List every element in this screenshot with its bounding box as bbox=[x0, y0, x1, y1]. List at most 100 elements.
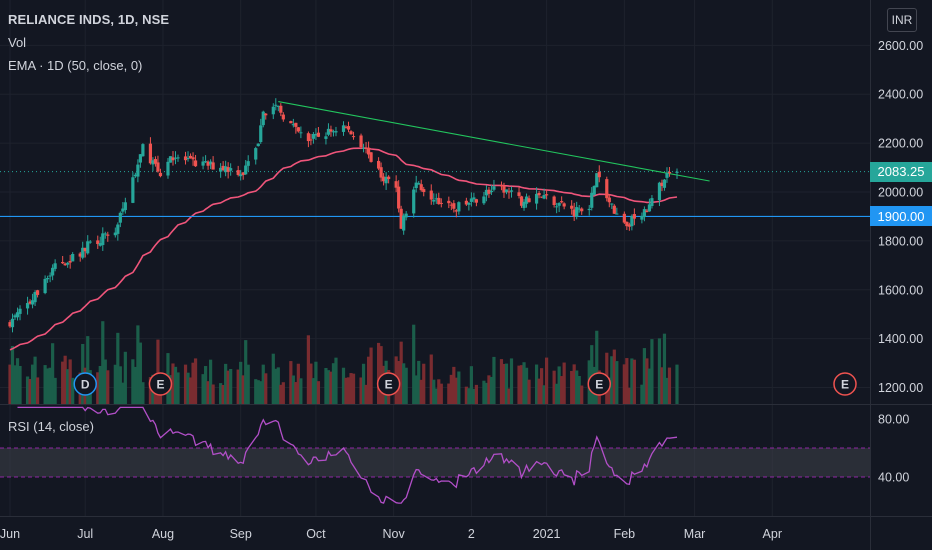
candle-body bbox=[595, 173, 599, 188]
volume-bar bbox=[344, 377, 348, 404]
candle-body bbox=[467, 202, 471, 205]
rsi-line bbox=[17, 406, 678, 504]
volume-bar bbox=[414, 375, 418, 404]
volume-bar bbox=[331, 363, 336, 404]
candle-body bbox=[577, 208, 581, 210]
volume-bar bbox=[259, 381, 263, 404]
volume-bar bbox=[229, 368, 233, 404]
volume-bar bbox=[153, 386, 158, 404]
price-axis-tick-label: 2000.00 bbox=[878, 186, 923, 200]
time-axis-tick-label: Nov bbox=[383, 527, 406, 541]
candle-body bbox=[622, 213, 626, 223]
volume-bar bbox=[246, 364, 250, 404]
volume-bar bbox=[625, 358, 629, 404]
volume-bar bbox=[627, 387, 631, 404]
volume-bar bbox=[341, 367, 346, 404]
volume-bar bbox=[276, 367, 280, 404]
rsi-legend: RSI (14, close) bbox=[8, 419, 94, 434]
candle-body bbox=[399, 208, 403, 229]
volume-bar bbox=[96, 372, 100, 404]
candle-body bbox=[246, 161, 250, 166]
candle-body bbox=[484, 189, 489, 196]
last-price-tag: 2083.25 bbox=[870, 161, 932, 182]
volume-bar bbox=[657, 338, 662, 404]
earnings-event-marker[interactable] bbox=[833, 372, 857, 396]
candle-body bbox=[296, 127, 300, 132]
volume-bar bbox=[667, 367, 672, 404]
candle-body bbox=[524, 196, 529, 204]
dividend-event-marker[interactable] bbox=[73, 372, 97, 396]
candle-body bbox=[552, 196, 556, 206]
candle-body bbox=[141, 144, 145, 157]
volume-bar bbox=[537, 378, 541, 404]
volume-bar bbox=[595, 330, 599, 404]
trendline-drawing[interactable] bbox=[278, 101, 710, 182]
candle-body bbox=[10, 318, 15, 328]
candle-body bbox=[412, 189, 416, 214]
candle-body bbox=[434, 198, 438, 200]
currency-button[interactable]: INR bbox=[887, 8, 917, 32]
candle-body bbox=[472, 197, 476, 200]
earnings-event-marker[interactable] bbox=[148, 372, 173, 396]
candle-body bbox=[239, 174, 243, 177]
time-axis-tick-label: Sep bbox=[230, 527, 252, 541]
candle-body bbox=[464, 200, 468, 205]
rsi-axis-tick-label: 80.00 bbox=[878, 413, 909, 427]
candle-body bbox=[439, 202, 443, 204]
price-axis-tick-label: 1200.00 bbox=[878, 381, 923, 395]
candle-body bbox=[344, 126, 348, 128]
candle-body bbox=[625, 221, 629, 227]
volume-bar bbox=[118, 366, 122, 404]
candle-body bbox=[224, 166, 228, 173]
volume-bar bbox=[484, 382, 489, 404]
volume-bar bbox=[311, 378, 316, 404]
candle-body bbox=[30, 300, 35, 305]
volume-bar bbox=[138, 342, 142, 404]
candle-body bbox=[261, 111, 265, 126]
volume-bar bbox=[434, 388, 438, 404]
time-axis-tick-label: Oct bbox=[306, 527, 326, 541]
volume-bar bbox=[51, 343, 55, 404]
earnings-event-marker[interactable] bbox=[587, 372, 612, 396]
earnings-event-letter: E bbox=[841, 378, 849, 392]
volume-bar bbox=[274, 368, 278, 404]
volume-bar bbox=[261, 364, 265, 404]
candle-body bbox=[504, 189, 509, 193]
candle-body bbox=[414, 182, 418, 189]
candle-body bbox=[499, 185, 504, 187]
candle-body bbox=[454, 210, 458, 212]
candle-body bbox=[667, 171, 672, 174]
candle-body bbox=[351, 136, 356, 138]
candle-body bbox=[382, 176, 386, 182]
candle-body bbox=[612, 205, 616, 214]
candle-body bbox=[244, 165, 248, 175]
candle-body bbox=[560, 201, 564, 203]
candle-body bbox=[271, 106, 275, 115]
candle-body bbox=[193, 160, 198, 167]
candle-body bbox=[474, 199, 478, 203]
volume-bar bbox=[607, 377, 611, 404]
candle-body bbox=[176, 157, 180, 159]
volume-bar bbox=[369, 347, 373, 404]
candle-body bbox=[148, 143, 153, 164]
volume-bar bbox=[570, 370, 574, 404]
candle-body bbox=[183, 156, 188, 161]
candle-body bbox=[545, 194, 549, 196]
candle-body bbox=[366, 147, 371, 155]
volume-bar bbox=[489, 376, 494, 404]
volume-bar bbox=[53, 377, 57, 404]
volume-bar bbox=[68, 359, 72, 404]
earnings-event-marker[interactable] bbox=[376, 372, 401, 396]
candle-body bbox=[121, 208, 125, 212]
candle-body bbox=[156, 162, 160, 172]
candle-body bbox=[324, 136, 328, 139]
volume-bar bbox=[469, 366, 473, 404]
candle-body bbox=[299, 132, 303, 134]
candle-body bbox=[572, 209, 576, 217]
volume-bar bbox=[86, 336, 90, 404]
candle-body bbox=[168, 156, 173, 163]
candle-body bbox=[15, 312, 20, 318]
volume-bar bbox=[534, 364, 539, 404]
